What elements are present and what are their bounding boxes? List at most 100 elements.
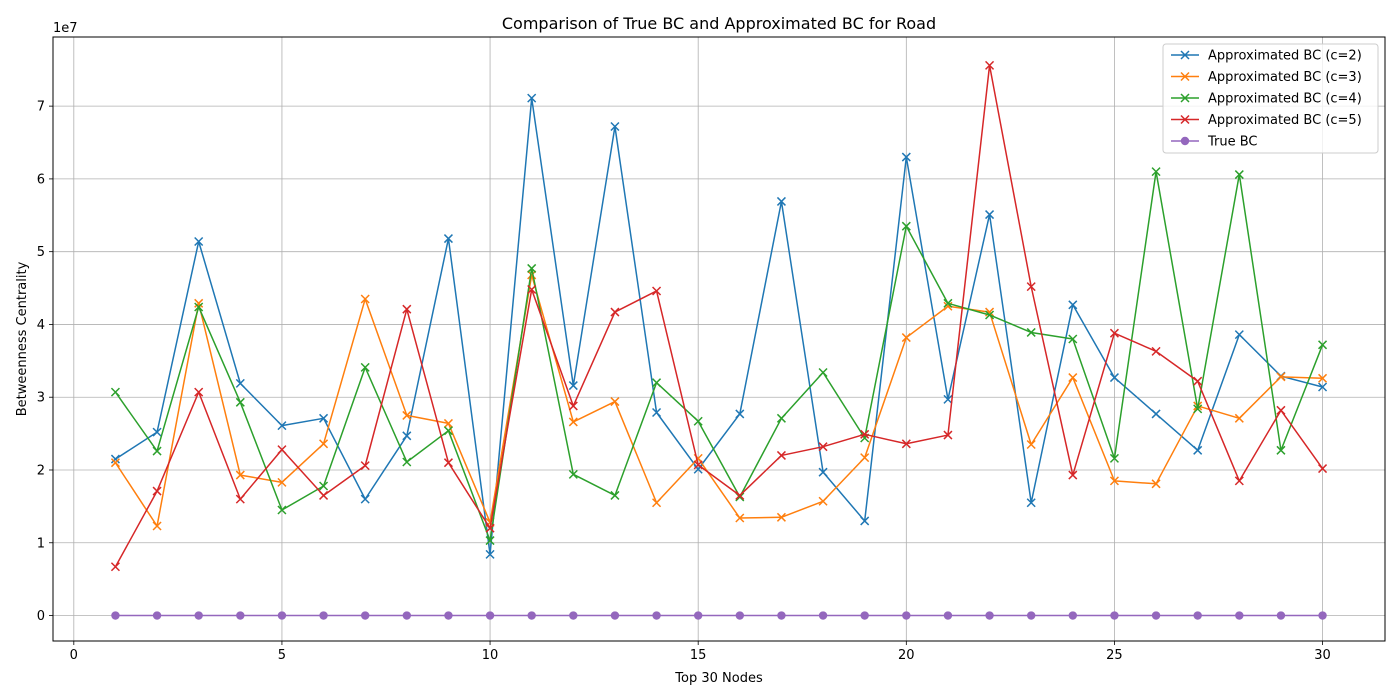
data-point [652, 407, 662, 418]
data-point [527, 93, 537, 103]
data-point [610, 611, 620, 620]
data-point [360, 461, 370, 471]
x-tick-label: 5 [278, 648, 286, 663]
data-point [776, 450, 786, 460]
x-tick-label: 15 [690, 648, 707, 663]
data-point [693, 416, 703, 426]
y-tick-label: 0 [37, 609, 45, 624]
data-point [402, 431, 412, 441]
data-point [152, 521, 162, 531]
data-point [152, 427, 162, 437]
y-axis: 0 1 2 3 4 5 6 7 [37, 100, 53, 624]
series-line [114, 64, 1324, 568]
data-point [194, 298, 204, 308]
data-point [1026, 439, 1036, 450]
x-tick-label: 25 [1106, 648, 1123, 663]
plot-frame [52, 36, 1386, 642]
data-point [1068, 611, 1078, 620]
data-point [1193, 404, 1203, 414]
series-line [114, 170, 1324, 542]
data-point [1026, 327, 1036, 337]
data-point [236, 611, 245, 620]
data-point [402, 457, 412, 467]
legend-label: Approximated BC (c=4) [1208, 92, 1362, 107]
data-point [1110, 611, 1119, 620]
chart-title: Comparison of True BC and Approximated B… [502, 14, 936, 33]
data-point [1151, 346, 1161, 356]
data-point [1276, 611, 1286, 620]
legend-label: Approximated BC (c=3) [1208, 70, 1362, 85]
data-point [194, 236, 204, 247]
data-point [818, 611, 828, 620]
data-point [1068, 470, 1078, 480]
data-point [235, 494, 245, 504]
data-point [319, 481, 329, 491]
data-point [735, 490, 745, 500]
data-point [943, 430, 953, 440]
data-point [735, 409, 745, 419]
series-4 [110, 60, 1328, 572]
data-point [693, 460, 703, 470]
data-point [110, 454, 120, 464]
data-point [527, 270, 537, 280]
data-point [943, 394, 953, 404]
data-point [1109, 476, 1119, 486]
data-point [319, 413, 329, 423]
legend-item: True BC [1171, 135, 1258, 150]
data-point [110, 458, 120, 468]
series-2 [110, 270, 1328, 531]
data-point [360, 611, 370, 620]
data-point [194, 387, 204, 397]
y-tick-label: 1 [37, 536, 45, 551]
legend-label: Approximated BC (c=5) [1208, 113, 1362, 128]
y-tick-label: 4 [37, 318, 45, 333]
series-layer [110, 60, 1328, 620]
data-point [485, 523, 495, 533]
legend-marker [1180, 93, 1190, 103]
data-point [776, 512, 786, 522]
data-point [152, 446, 162, 456]
data-point [735, 513, 745, 523]
data-point [360, 362, 370, 372]
data-point [901, 152, 911, 162]
data-point [1109, 453, 1119, 463]
y-tick-label: 3 [37, 391, 45, 406]
legend-marker [1180, 114, 1190, 125]
data-point [1318, 382, 1328, 392]
data-point [860, 611, 869, 620]
data-point [527, 611, 536, 620]
data-point [1151, 611, 1161, 620]
data-point [860, 429, 870, 439]
x-tick-label: 30 [1314, 648, 1331, 663]
data-point [110, 562, 120, 572]
data-point [444, 611, 453, 620]
data-point [319, 439, 329, 449]
data-point [1234, 476, 1244, 486]
y-tick-label: 5 [37, 245, 45, 260]
data-point [985, 210, 995, 220]
data-point [1193, 611, 1202, 620]
data-point [860, 516, 870, 526]
data-point [1318, 611, 1327, 620]
data-point [1276, 445, 1286, 455]
y-tick-label: 7 [37, 100, 45, 115]
data-point [485, 611, 495, 620]
data-point [776, 196, 786, 206]
data-point [527, 284, 537, 295]
data-point [777, 611, 786, 620]
data-point [610, 397, 620, 407]
data-point [485, 549, 495, 559]
data-point [1151, 409, 1161, 419]
legend-label: True BC [1207, 135, 1258, 150]
data-point [901, 221, 911, 231]
data-point [1151, 479, 1161, 489]
data-point [610, 121, 620, 132]
data-point [776, 413, 786, 423]
data-point [152, 611, 162, 620]
data-point [1234, 330, 1244, 340]
data-point [568, 401, 578, 411]
data-point [194, 611, 203, 620]
data-point [901, 439, 911, 449]
data-point [735, 611, 745, 620]
